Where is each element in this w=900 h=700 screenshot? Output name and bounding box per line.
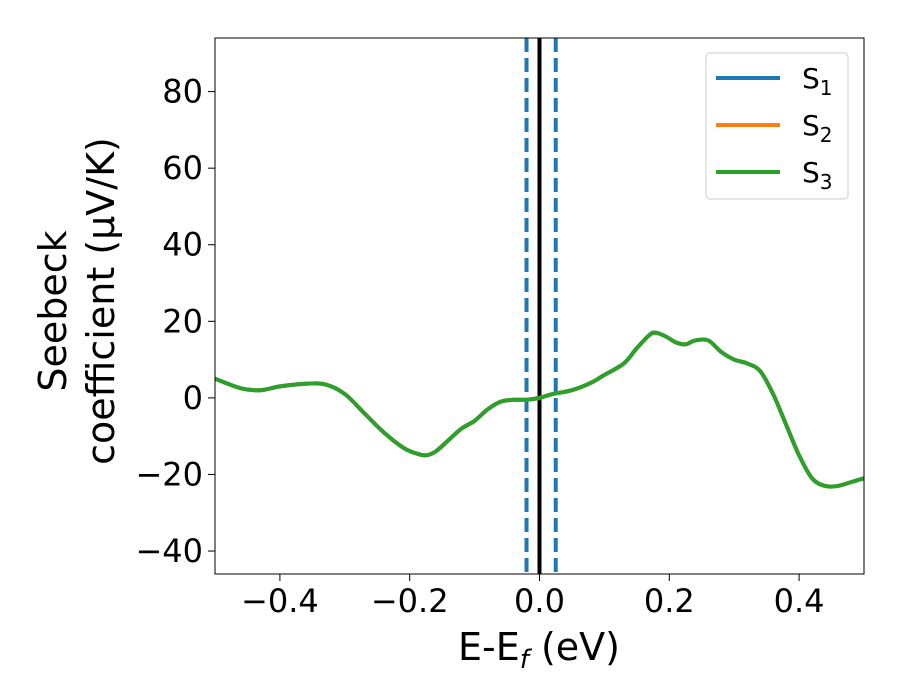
- legend-label-s3: S3: [802, 156, 833, 194]
- x-tick-label: 0.0: [514, 582, 565, 620]
- x-axis-label: E-Ef (eV): [458, 625, 620, 675]
- x-axis-label-unit: (eV): [529, 625, 620, 669]
- y-tick-label: 60: [162, 149, 203, 187]
- x-axis-ticks: −0.4 −0.2 0.0 0.2 0.4: [241, 574, 825, 620]
- legend-label-s2: S2: [802, 109, 833, 147]
- legend: S1 S2 S3: [705, 52, 849, 200]
- y-axis-label-line2: coefficient (μV/K): [79, 137, 123, 465]
- y-tick-label: −20: [135, 455, 203, 493]
- series-group: [215, 330, 864, 489]
- x-tick-label: −0.4: [241, 582, 319, 620]
- y-axis-label: Seebeck coefficient (μV/K): [31, 137, 123, 465]
- x-tick-label: 0.2: [644, 582, 695, 620]
- x-tick-label: −0.2: [371, 582, 449, 620]
- y-tick-label: 40: [162, 226, 203, 264]
- y-tick-label: 80: [162, 73, 203, 111]
- y-tick-label: 0: [183, 379, 203, 417]
- reference-lines: [524, 38, 558, 574]
- legend-label-s1: S1: [802, 62, 833, 100]
- y-tick-label: −40: [135, 532, 203, 570]
- series-line-s3: [215, 330, 864, 489]
- y-axis-label-line1: Seebeck: [31, 230, 75, 391]
- y-tick-label: 20: [162, 302, 203, 340]
- x-axis-label-main: E-E: [458, 625, 520, 669]
- y-axis-ticks: −40 −20 0 20 40 60 80: [135, 73, 215, 570]
- x-tick-label: 0.4: [774, 582, 825, 620]
